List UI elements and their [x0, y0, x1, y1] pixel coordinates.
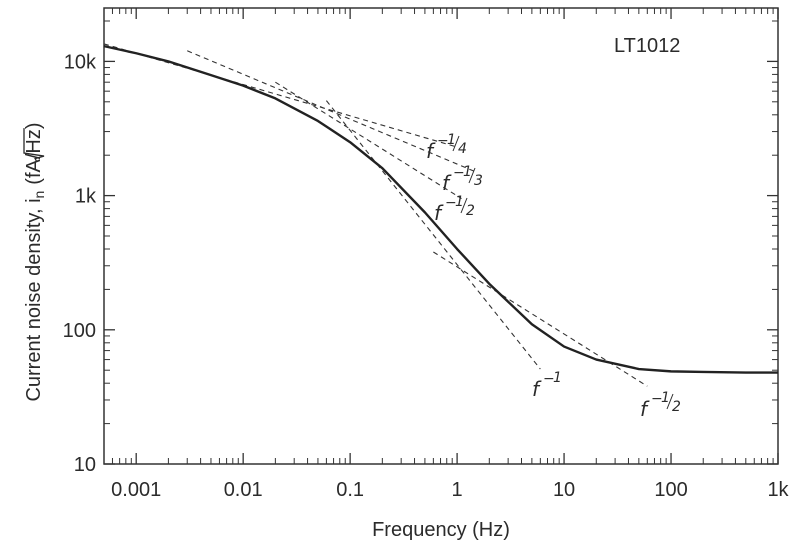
x-tick-label: 1k [767, 479, 789, 501]
x-tick-label: 0.1 [336, 479, 364, 501]
slope-annotation-denominator: 2 [672, 399, 681, 415]
asymptote-line-2 [187, 50, 477, 173]
slope-annotation-sign: − [453, 165, 465, 181]
y-axis-title: Current noise density, in (fA/Hz) [23, 122, 47, 401]
y-axis-title-group: Current noise density, in (fA/Hz) [23, 122, 47, 401]
slope-annotation-base: f [442, 171, 452, 195]
slope-annotation-sign: − [437, 133, 449, 149]
slope-annotation-slash [468, 167, 476, 184]
x-tick-label: 10 [553, 479, 575, 501]
asymptote-line-1 [103, 43, 458, 148]
y-tick-label: 10k [64, 51, 97, 73]
slope-annotation-slash [666, 393, 674, 410]
slope-annotation-numerator: 1 [661, 390, 670, 406]
slope-annotation-sign: − [651, 391, 663, 407]
x-tick-label: 0.01 [224, 479, 263, 501]
asymptote-line-5 [433, 251, 648, 387]
y-axis-title-units-close: ) [23, 122, 45, 129]
x-tick-label: 100 [654, 479, 687, 501]
slope-annotation-numerator: 1 [455, 194, 464, 210]
noise-curve [103, 44, 778, 374]
sqrt-symbol [23, 128, 45, 162]
y-axis-title-units-radicand: Hz [23, 129, 45, 153]
y-axis-title-units-open: (fA/ [23, 153, 45, 185]
asymptote-line-3 [275, 81, 462, 200]
y-axis-title-main: Current noise density, i [23, 198, 45, 401]
slope-annotation-slash [452, 135, 460, 152]
slope-annotation-denominator: 3 [474, 173, 483, 189]
slope-annotation-slash [460, 197, 468, 214]
x-tick-label: 1 [452, 479, 463, 501]
slope-annotation-numerator: 1 [447, 132, 456, 148]
slope-annotation-base: f [426, 139, 436, 163]
slope-annotation-base: f [532, 377, 542, 401]
x-axis-title: Frequency (Hz) [372, 519, 510, 541]
slope-annotation-4: f −1 [532, 370, 562, 401]
slope-annotation-5: f −12 [640, 390, 681, 421]
slope-annotation-2: f −13 [442, 164, 483, 195]
x-tick-label: 0.001 [111, 479, 161, 501]
chart-title: LT1012 [614, 35, 680, 57]
slope-annotation-denominator: 4 [458, 141, 467, 157]
y-axis-title-sub: n [31, 191, 47, 199]
plot-frame [103, 7, 779, 465]
slope-annotation-sign: − [445, 195, 457, 211]
slope-annotation-numerator: 1 [553, 370, 562, 386]
slope-annotation-base: f [640, 397, 650, 421]
y-tick-label: 100 [63, 320, 96, 342]
y-tick-label: 10 [74, 454, 96, 476]
slope-annotation-base: f [434, 201, 444, 225]
slope-annotation-1: f −14 [426, 132, 467, 163]
asymptote-line-4 [325, 100, 541, 370]
slope-annotation-numerator: 1 [463, 164, 472, 180]
y-tick-label: 1k [75, 186, 97, 208]
slope-annotation-sign: − [543, 371, 555, 387]
slope-annotation-denominator: 2 [466, 203, 475, 219]
slope-annotation-3: f −12 [434, 194, 475, 225]
